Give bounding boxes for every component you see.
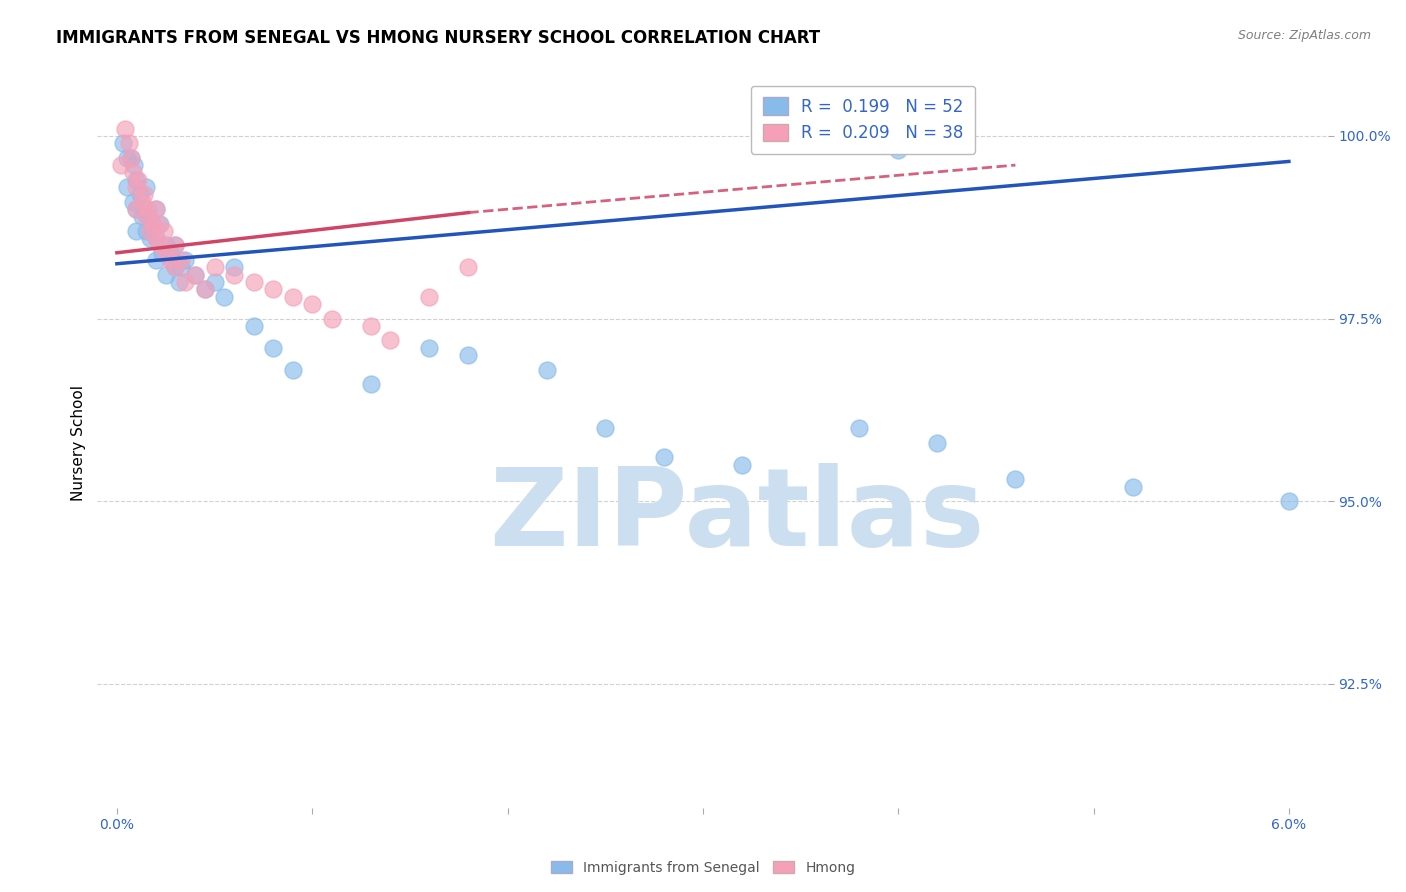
Point	[652, 450, 675, 465]
Point	[145, 202, 167, 216]
Point	[165, 260, 187, 275]
Point	[125, 202, 148, 216]
Point	[146, 217, 169, 231]
Point	[301, 297, 323, 311]
Point	[165, 238, 187, 252]
Point	[1278, 494, 1301, 508]
Point	[536, 362, 558, 376]
Point	[121, 165, 143, 179]
Point	[125, 180, 148, 194]
Point	[121, 194, 143, 209]
Point	[125, 202, 148, 216]
Point	[110, 158, 132, 172]
Point	[165, 260, 187, 275]
Point	[136, 202, 159, 216]
Y-axis label: Nursery School: Nursery School	[72, 384, 86, 500]
Point	[135, 209, 157, 223]
Point	[141, 217, 163, 231]
Point	[174, 253, 197, 268]
Point	[111, 136, 134, 151]
Point	[262, 282, 284, 296]
Point	[887, 144, 910, 158]
Point	[222, 260, 245, 275]
Point	[125, 224, 148, 238]
Point	[731, 458, 754, 472]
Point	[418, 290, 440, 304]
Point	[184, 268, 207, 282]
Point	[120, 151, 142, 165]
Point	[135, 180, 157, 194]
Point	[169, 275, 191, 289]
Point	[131, 209, 153, 223]
Point	[145, 231, 167, 245]
Legend: R =  0.199   N = 52, R =  0.209   N = 38: R = 0.199 N = 52, R = 0.209 N = 38	[751, 86, 974, 153]
Point	[155, 245, 177, 260]
Point	[139, 231, 162, 245]
Point	[120, 151, 142, 165]
Point	[848, 421, 870, 435]
Text: Source: ZipAtlas.com: Source: ZipAtlas.com	[1237, 29, 1371, 43]
Point	[152, 224, 174, 238]
Point	[136, 209, 159, 223]
Point	[457, 260, 479, 275]
Point	[242, 275, 264, 289]
Point	[141, 217, 163, 231]
Point	[145, 231, 167, 245]
Point	[155, 268, 177, 282]
Point	[149, 217, 172, 231]
Point	[222, 268, 245, 282]
Point	[155, 238, 177, 252]
Point	[124, 158, 146, 172]
Point	[194, 282, 217, 296]
Point	[184, 268, 207, 282]
Point	[214, 290, 236, 304]
Point	[360, 318, 382, 333]
Point	[131, 194, 153, 209]
Point	[174, 275, 197, 289]
Point	[170, 260, 193, 275]
Point	[242, 318, 264, 333]
Point	[134, 202, 156, 216]
Point	[150, 245, 173, 260]
Point	[927, 435, 949, 450]
Point	[149, 238, 172, 252]
Text: IMMIGRANTS FROM SENEGAL VS HMONG NURSERY SCHOOL CORRELATION CHART: IMMIGRANTS FROM SENEGAL VS HMONG NURSERY…	[56, 29, 820, 47]
Point	[115, 151, 138, 165]
Point	[321, 311, 343, 326]
Point	[127, 172, 149, 186]
Point	[159, 245, 181, 260]
Point	[170, 253, 193, 268]
Point	[204, 275, 226, 289]
Point	[114, 121, 136, 136]
Point	[160, 253, 183, 268]
Point	[145, 253, 167, 268]
Point	[194, 282, 217, 296]
Point	[204, 260, 226, 275]
Point	[139, 224, 162, 238]
Point	[262, 341, 284, 355]
Point	[165, 238, 187, 252]
Point	[281, 290, 304, 304]
Legend: Immigrants from Senegal, Hmong: Immigrants from Senegal, Hmong	[546, 855, 860, 880]
Point	[134, 187, 156, 202]
Point	[115, 180, 138, 194]
Point	[593, 421, 616, 435]
Point	[360, 377, 382, 392]
Point	[129, 187, 152, 202]
Point	[380, 334, 402, 348]
Point	[117, 136, 139, 151]
Point	[418, 341, 440, 355]
Point	[135, 224, 157, 238]
Point	[1122, 479, 1144, 493]
Point	[145, 202, 167, 216]
Point	[457, 348, 479, 362]
Point	[125, 172, 148, 186]
Point	[159, 253, 181, 268]
Point	[1004, 472, 1026, 486]
Point	[281, 362, 304, 376]
Text: ZIPatlas: ZIPatlas	[489, 463, 986, 569]
